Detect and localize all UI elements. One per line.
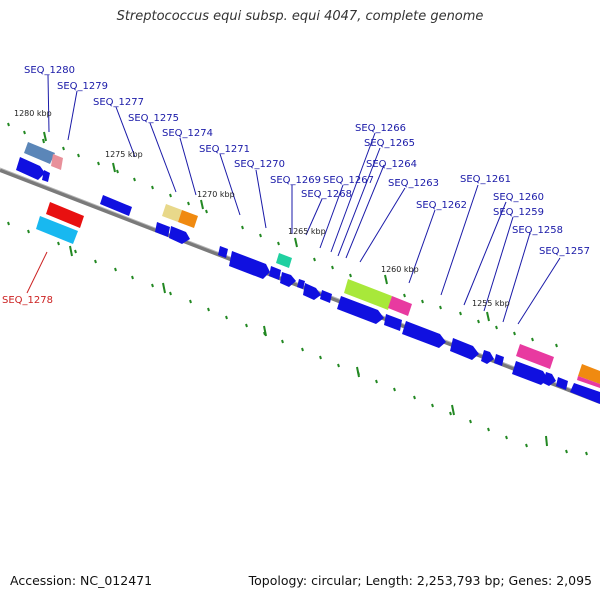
gene-label-seq-1279[interactable]: SEQ_1279 [57, 81, 108, 92]
kbp-label-1265: 1265 kbp [288, 227, 326, 236]
major-ticks [43, 131, 490, 416]
genome-summary: Topology: circular; Length: 2,253,793 bp… [248, 573, 592, 588]
gene-seq-1258[interactable] [516, 344, 554, 369]
kbp-label-1255: 1255 kbp [472, 299, 510, 308]
gene-label-seq-1270[interactable]: SEQ_1270 [234, 159, 285, 170]
map-title: Streptococcus equi subsp. equi 4047, com… [116, 9, 484, 24]
gene-label-seq-1261[interactable]: SEQ_1261 [460, 174, 511, 185]
gene-forward-20[interactable] [543, 372, 556, 386]
gene-forward-19[interactable] [512, 361, 548, 385]
kbp-label-1275: 1275 kbp [105, 150, 143, 159]
gene-seq-1275[interactable] [162, 204, 182, 222]
gene-forward-22[interactable] [570, 383, 600, 404]
gene-label-seq-1266[interactable]: SEQ_1266 [355, 123, 406, 134]
gene-seq-1278-bottom[interactable] [36, 216, 78, 244]
gene-forward-17[interactable] [481, 350, 494, 364]
gene-label-seq-1262[interactable]: SEQ_1262 [416, 200, 467, 211]
gene-forward-21[interactable] [556, 377, 568, 390]
gene-forward-7[interactable] [229, 251, 270, 279]
leader-lines [47, 74, 561, 325]
kbp-label-1280: 1280 kbp [14, 109, 52, 118]
gene-label-seq-1264[interactable]: SEQ_1264 [366, 159, 417, 170]
gene-label-seq-1259[interactable]: SEQ_1259 [493, 207, 544, 218]
gene-forward-8[interactable] [269, 266, 281, 280]
gene-forward-16[interactable] [450, 338, 479, 360]
gene-forward-9[interactable] [280, 272, 296, 287]
gene-forward-18[interactable] [494, 354, 504, 366]
kbp-label-1270: 1270 kbp [197, 190, 235, 199]
gene-label-seq-1267[interactable]: SEQ_1267 [323, 175, 374, 186]
gene-seq-1264[interactable] [344, 279, 392, 310]
gene-label-seq-1268[interactable]: SEQ_1268 [301, 189, 352, 200]
gene-forward-12[interactable] [320, 290, 332, 303]
tick-marks [7, 122, 588, 456]
gene-label-seq-1274[interactable]: SEQ_1274 [162, 128, 213, 139]
kbp-label-1260: 1260 kbp [381, 265, 419, 274]
accession-label: Accession: NC_012471 [10, 573, 153, 588]
leader-line-seq-1278 [26, 251, 48, 294]
gene-forward-5[interactable] [169, 226, 190, 244]
gene-forward-13[interactable] [337, 296, 384, 324]
gene-label-seq-1269[interactable]: SEQ_1269 [270, 175, 321, 186]
gene-label-seq-1257[interactable]: SEQ_1257 [539, 246, 590, 257]
gene-label-seq-1263[interactable]: SEQ_1263 [388, 178, 439, 189]
gene-label-seq-1275[interactable]: SEQ_1275 [128, 113, 179, 124]
gene-seq-1269[interactable] [276, 253, 292, 268]
gene-label-seq-1271[interactable]: SEQ_1271 [199, 144, 250, 155]
gene-forward-11[interactable] [303, 283, 321, 300]
gene-seq-1278-top[interactable] [46, 202, 84, 228]
gene-forward-1[interactable] [16, 157, 45, 180]
gene-label-seq-1280[interactable]: SEQ_1280 [24, 65, 75, 76]
gene-label-seq-1258[interactable]: SEQ_1258 [512, 225, 563, 236]
gene-forward-6[interactable] [218, 246, 228, 258]
genes-lower-lane [36, 202, 84, 244]
gene-label-seq-1277[interactable]: SEQ_1277 [93, 97, 144, 108]
gene-forward-10[interactable] [297, 279, 305, 289]
gene-label-seq-1278[interactable]: SEQ_1278 [2, 295, 53, 306]
gene-seq-1279[interactable] [51, 154, 63, 170]
gene-forward-14[interactable] [384, 314, 402, 331]
gene-seq-1257[interactable] [578, 364, 600, 384]
gene-seq-1280[interactable] [24, 142, 55, 164]
gene-forward-15[interactable] [402, 321, 446, 348]
gene-label-seq-1265[interactable]: SEQ_1265 [364, 138, 415, 149]
genes-upper-lane [16, 142, 600, 404]
gene-seq-1274[interactable] [178, 210, 198, 228]
gene-seq-1263[interactable] [388, 296, 412, 316]
gene-forward-3[interactable] [100, 195, 132, 216]
gene-label-seq-1260[interactable]: SEQ_1260 [493, 192, 544, 203]
gene-forward-2[interactable] [42, 170, 50, 182]
gene-forward-4[interactable] [155, 222, 170, 237]
